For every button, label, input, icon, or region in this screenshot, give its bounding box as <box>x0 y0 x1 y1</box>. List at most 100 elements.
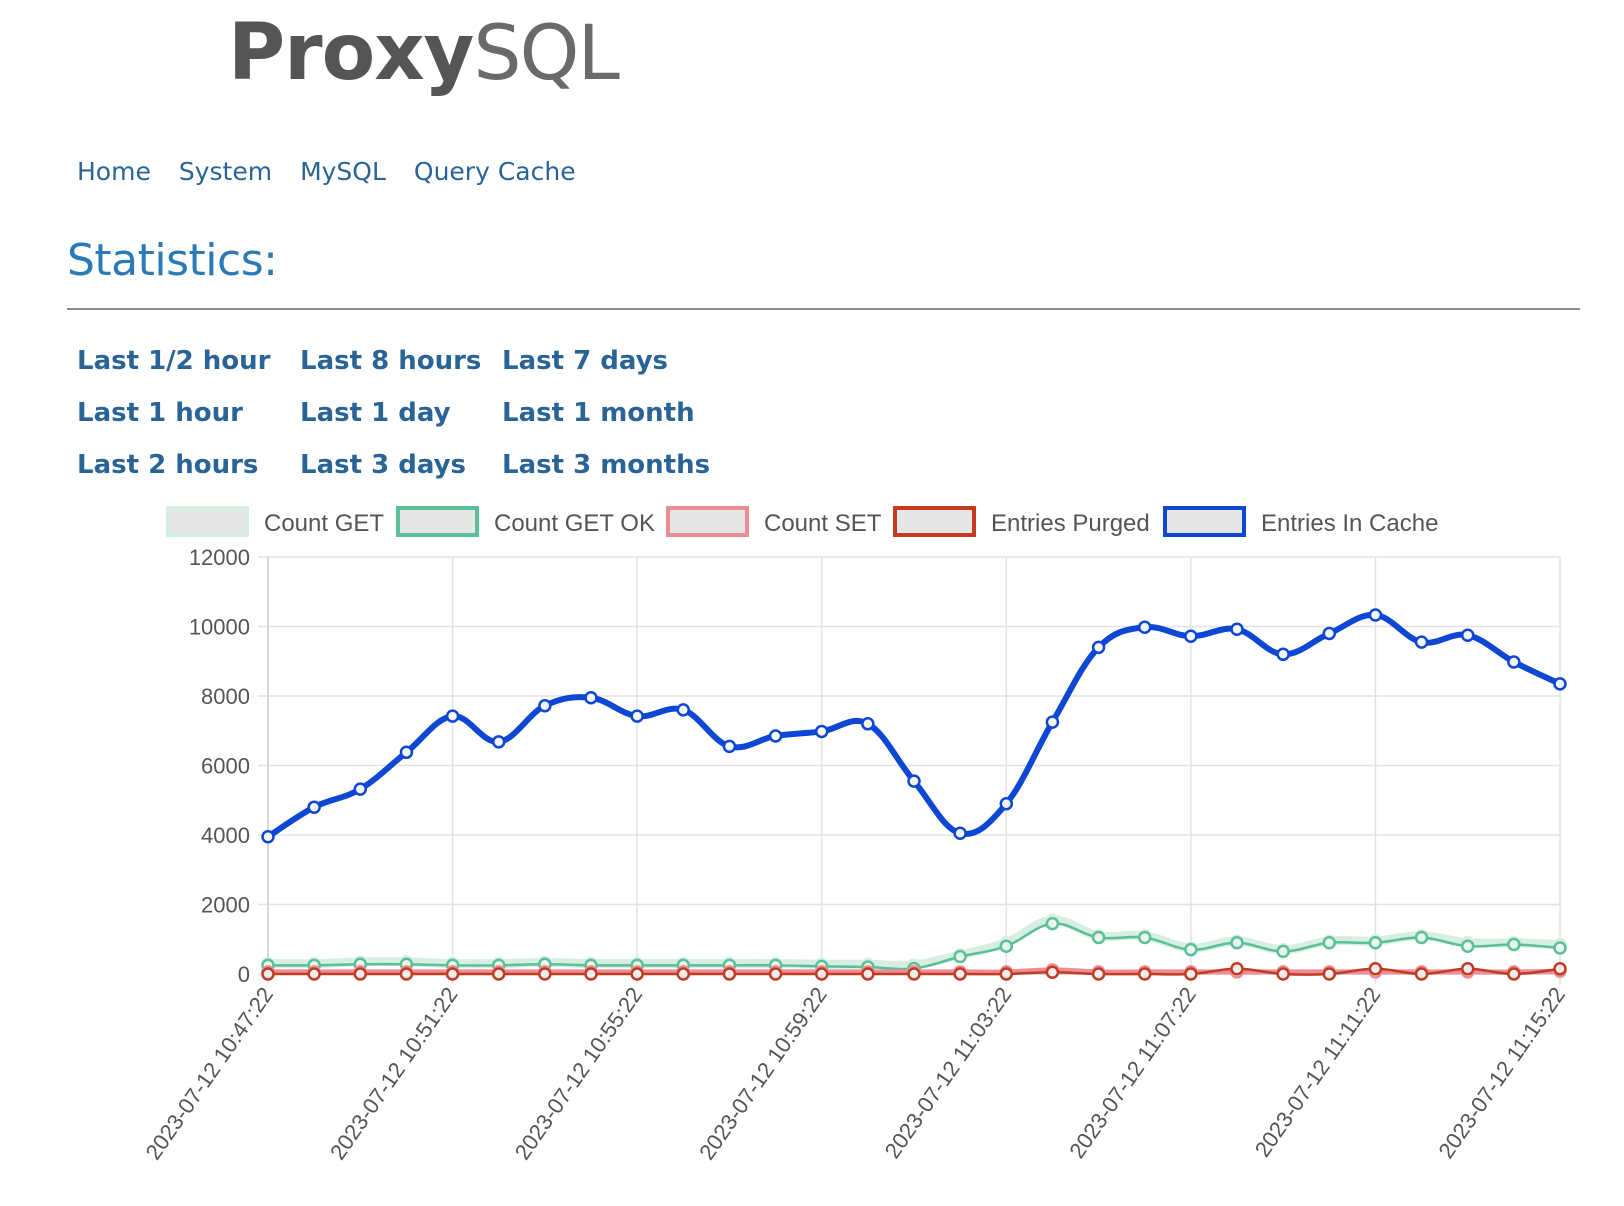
x-tick-label: 2023-07-12 11:03:22 <box>880 983 1017 1163</box>
x-tick-label: 2023-07-12 10:59:22 <box>694 983 832 1165</box>
entries-in-cache-series-line <box>265 612 1563 840</box>
entries-in-cache-point <box>1507 655 1521 669</box>
count-get-ok-point <box>1414 930 1429 945</box>
entries-purged-legend-label: Entries Purged <box>991 510 1150 537</box>
entries-purged-point <box>814 967 829 981</box>
logo-proxy-text: Proxy <box>228 8 474 98</box>
entries-in-cache-point <box>1276 647 1290 662</box>
entries-purged-point <box>768 967 783 981</box>
nav-system-link[interactable]: System <box>178 157 273 186</box>
entries-purged-legend-swatch <box>893 506 976 537</box>
entries-in-cache-point <box>353 782 368 796</box>
proxysql-logo: Proxy SQL <box>228 8 620 118</box>
entries-purged-point <box>538 967 552 981</box>
count-set-legend-swatch <box>666 506 749 537</box>
entries-purged-point <box>445 967 460 981</box>
count-get-ok-point <box>1137 930 1152 945</box>
count-set-legend-label: Count SET <box>764 510 882 537</box>
nav-mysql-link[interactable]: MySQL <box>300 157 386 186</box>
range-last-7-days-link[interactable]: Last 7 days <box>502 346 668 376</box>
entries-purged-point <box>1414 967 1429 981</box>
entries-in-cache-point <box>1368 608 1383 622</box>
entries-in-cache-point <box>676 703 691 717</box>
count-get-ok-legend-label: Count GET OK <box>494 510 655 537</box>
entries-in-cache-point <box>722 739 737 754</box>
x-tick-label: 2023-07-12 10:47:22 <box>140 983 278 1165</box>
entries-purged-point <box>1091 967 1106 981</box>
entries-purged-point <box>1322 967 1337 981</box>
entries-purged-point <box>1184 967 1198 981</box>
nav-query-cache-link[interactable]: Query Cache <box>413 157 576 186</box>
entries-purged-point <box>722 967 737 981</box>
x-tick-label: 2023-07-12 11:15:22 <box>1433 983 1570 1163</box>
count-get-legend-swatch <box>166 506 249 537</box>
x-tick-label: 2023-07-12 11:11:22 <box>1250 983 1386 1162</box>
entries-in-cache-point <box>814 724 829 739</box>
entries-in-cache-point <box>1230 622 1244 637</box>
count-get-ok-point <box>953 949 967 964</box>
entries-purged-point <box>676 967 691 981</box>
count-get-ok-point <box>1322 935 1337 950</box>
count-get-ok-legend-swatch <box>396 506 479 537</box>
nav-home-link[interactable]: Home <box>77 157 151 186</box>
entries-in-cache-point <box>538 698 552 713</box>
entries-purged-point <box>1460 962 1475 976</box>
count-get-ok-point <box>1553 941 1567 955</box>
count-get-ok-point <box>1184 942 1198 957</box>
entries-in-cache-legend-label: Entries In Cache <box>1261 510 1438 537</box>
entries-in-cache-point <box>999 796 1014 811</box>
entries-in-cache-legend-swatch <box>1163 506 1246 537</box>
entries-in-cache-point <box>584 690 598 705</box>
range-last-1-day-link[interactable]: Last 1 day <box>300 398 451 428</box>
entries-purged-point <box>584 967 598 981</box>
entries-purged-point <box>907 967 921 981</box>
count-get-legend-label: Count GET <box>264 510 384 537</box>
entries-purged-point <box>491 967 506 981</box>
logo-sql-text: SQL <box>473 8 619 97</box>
y-tick-label: 4000 <box>201 823 250 848</box>
y-tick-label: 8000 <box>201 684 250 709</box>
count-get-ok-point <box>1045 916 1060 931</box>
range-last-2-hours-link[interactable]: Last 2 hours <box>77 450 259 480</box>
entries-in-cache-point <box>445 709 460 723</box>
count-get-ok-point <box>1230 935 1244 950</box>
entries-purged-point <box>1276 967 1290 981</box>
entries-purged-point <box>1553 962 1567 976</box>
count-get-ok-point <box>1276 944 1290 959</box>
entries-purged-point <box>953 967 967 981</box>
entries-purged-point <box>861 967 875 981</box>
count-get-ok-point <box>1091 930 1106 945</box>
entries-in-cache-point <box>953 826 967 841</box>
entries-in-cache-point <box>1091 640 1106 655</box>
entries-purged-point <box>630 967 644 981</box>
entries-purged-point <box>307 967 321 981</box>
x-tick-label: 2023-07-12 10:51:22 <box>325 983 463 1165</box>
y-tick-label: 12000 <box>189 545 250 570</box>
entries-in-cache-point <box>630 709 644 723</box>
entries-purged-point <box>399 967 414 981</box>
entries-purged-point <box>1368 962 1383 976</box>
entries-in-cache-point <box>1460 628 1475 642</box>
range-last-3-days-link[interactable]: Last 3 days <box>300 450 466 480</box>
entries-in-cache-point <box>1137 620 1152 634</box>
y-tick-label: 0 <box>238 962 250 987</box>
range-last-1-month-link[interactable]: Last 1 month <box>502 398 695 428</box>
count-get-ok-point <box>999 939 1014 953</box>
count-get-ok-point <box>1368 935 1383 950</box>
entries-in-cache-point <box>261 829 275 844</box>
range-last-1-hour-link[interactable]: Last 1 hour <box>77 398 243 428</box>
entries-purged-point <box>1507 967 1521 981</box>
entries-purged-point <box>1045 965 1060 980</box>
title-divider <box>67 308 1580 310</box>
entries-purged-point <box>1137 967 1152 981</box>
entries-purged-point <box>1230 962 1244 976</box>
entries-purged-point <box>353 967 368 981</box>
range-last-8-hours-link[interactable]: Last 8 hours <box>300 346 482 376</box>
entries-in-cache-point <box>1322 626 1337 641</box>
range-last-3-months-link[interactable]: Last 3 months <box>502 450 711 480</box>
y-tick-label: 2000 <box>201 893 250 918</box>
entries-in-cache-point <box>1045 715 1060 729</box>
range-last-half-hour-link[interactable]: Last 1/2 hour <box>77 346 271 376</box>
entries-in-cache-point <box>768 729 783 743</box>
